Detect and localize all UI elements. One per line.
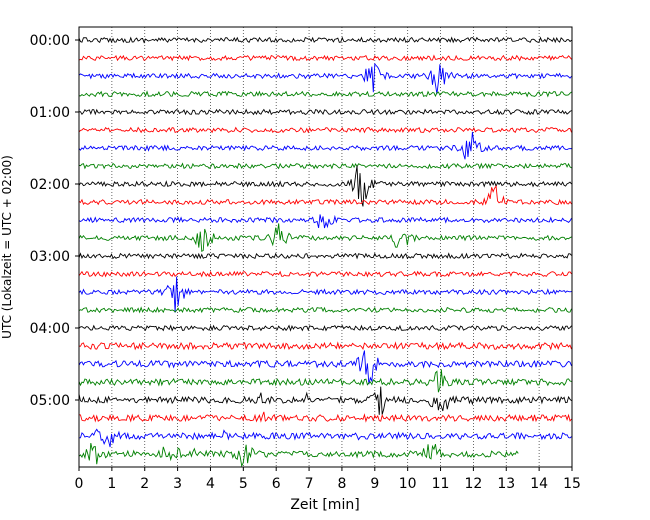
trace-line (78, 184, 572, 206)
x-tick-label: 10 (399, 476, 417, 492)
trace-line (78, 341, 572, 351)
y-tick-label: 05:00 (30, 393, 70, 409)
y-axis-ticks: 00:00 01:00 02:00 03:00 04:00 05:00 (30, 33, 79, 409)
trace-line (78, 131, 572, 160)
y-tick-label: 00:00 (30, 33, 70, 49)
plot-background (79, 27, 572, 467)
x-tick-label: 5 (239, 476, 248, 492)
trace-line (78, 306, 572, 314)
trace-line (78, 386, 572, 415)
seismic-traces (78, 36, 572, 468)
y-tick-label: 03:00 (30, 249, 70, 265)
x-tick-label: 0 (75, 476, 84, 492)
x-tick-label: 9 (370, 476, 379, 492)
trace-line (78, 165, 572, 207)
trace-line (78, 276, 572, 313)
trace-line (78, 162, 572, 170)
x-tick-label: 1 (107, 476, 116, 492)
trace-line (78, 270, 572, 278)
y-tick-label: 02:00 (30, 177, 70, 193)
trace-line (78, 324, 572, 332)
x-tick-label: 14 (530, 476, 548, 492)
trace-line (78, 90, 572, 98)
trace-line (78, 442, 519, 468)
trace-line (78, 126, 572, 134)
trace-line (78, 252, 572, 260)
x-tick-label: 15 (563, 476, 581, 492)
trace-line (78, 350, 572, 385)
x-tick-label: 8 (337, 476, 346, 492)
trace-line (78, 223, 572, 252)
x-tick-label: 3 (173, 476, 182, 492)
x-axis-ticks: 0 1 2 3 4 5 6 7 8 9 10 11 12 13 14 15 (75, 467, 581, 492)
trace-line (78, 428, 572, 448)
x-tick-label: 2 (140, 476, 149, 492)
x-tick-label: 6 (272, 476, 281, 492)
trace-line (78, 411, 572, 423)
x-tick-label: 13 (497, 476, 515, 492)
plot-frame (78, 26, 573, 468)
x-tick-label: 11 (432, 476, 450, 492)
x-tick-label: 12 (464, 476, 482, 492)
trace-line (78, 108, 572, 116)
y-axis-label: UTC (Lokalzeit = UTC + 02:00) (0, 155, 14, 339)
trace-line (78, 62, 572, 95)
trace-line (78, 214, 572, 229)
trace-line (78, 54, 572, 62)
x-tick-label: 7 (305, 476, 314, 492)
trace-line (78, 369, 572, 393)
y-tick-label: 01:00 (30, 105, 70, 121)
y-tick-label: 04:00 (30, 321, 70, 337)
x-tick-label: 4 (206, 476, 215, 492)
trace-line (78, 36, 572, 44)
x-axis-label: Zeit [min] (290, 497, 359, 513)
